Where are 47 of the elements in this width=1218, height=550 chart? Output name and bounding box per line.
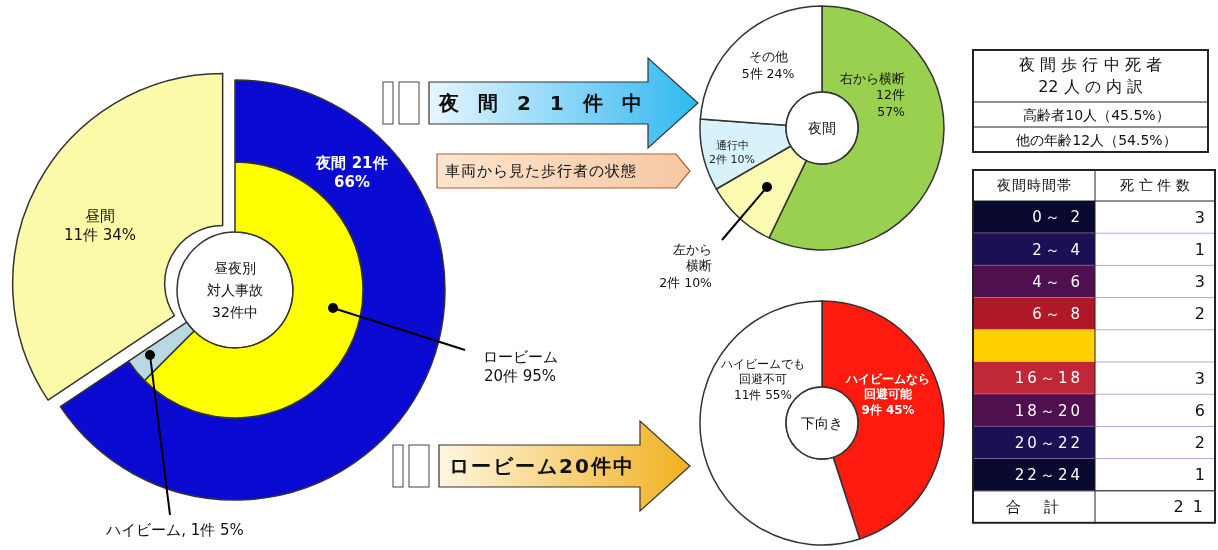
text: 死 亡 件 数: [1120, 177, 1190, 194]
category-label: 16～18: [1014, 369, 1083, 388]
text: 下向き: [801, 414, 843, 431]
data-label: 11件 34%: [63, 226, 137, 244]
text: 高齢者10人（45.5%）: [1023, 106, 1170, 123]
category-label: 6～ 8: [1032, 304, 1083, 323]
data-label: 2件 10%: [659, 274, 713, 290]
data-label: 3: [1194, 368, 1205, 388]
data-label: 2: [1194, 304, 1205, 324]
data-label: 9件 45%: [861, 402, 915, 417]
data-label: 5件 24%: [741, 65, 795, 81]
slice-label: 左から横断: [673, 242, 712, 274]
data-label: 2件 10%: [709, 153, 755, 166]
category-label: 2～ 4: [1032, 240, 1083, 259]
slice-label: ハイビームでも回避不可: [720, 356, 805, 387]
data-label: 11件 55%: [734, 387, 792, 402]
text: 合 計: [1005, 498, 1063, 517]
data-label: 2: [1194, 433, 1205, 453]
text: 車両から見た歩行者の状態: [445, 162, 637, 181]
slice-label: その他: [748, 49, 788, 65]
slice-label: ロービーム: [482, 347, 558, 366]
category-label: 22～24: [1014, 465, 1083, 484]
data-label: 1: [1194, 239, 1205, 259]
data-label: 3: [1194, 207, 1205, 227]
slice-label: ハイビーム, 1件 5%: [105, 521, 244, 540]
slice-label: 夜間 21件 66%: [315, 153, 388, 191]
text: 2 1: [1173, 497, 1205, 517]
slice-label: 右から横断: [840, 71, 905, 87]
slice-label: ハイビームなら回避可能: [845, 371, 930, 402]
data-label: 12件 57%: [876, 87, 906, 119]
text: 他の年齢12人（54.5%）: [1016, 131, 1177, 148]
data-label: 3: [1194, 272, 1205, 292]
data-label: 6: [1194, 400, 1205, 420]
category-label: 18～20: [1014, 401, 1083, 420]
text: 夜 間 2 1 件 中: [438, 91, 648, 115]
category-label: 20～22: [1014, 433, 1083, 452]
text: 夜間時間帯: [996, 177, 1072, 194]
text: 昼夜別対人事故32件中: [207, 259, 263, 320]
text: 夜 間 歩 行 中 死 者 22 人 の 内 訳: [1019, 54, 1162, 96]
category-label: 0～ 2: [1032, 208, 1083, 227]
data-label: 20件 95%: [483, 367, 557, 385]
data-label: 1: [1194, 465, 1205, 485]
text: 夜間: [808, 119, 836, 136]
text: ロービーム20件中: [449, 454, 635, 478]
slice-label: 通行中: [715, 138, 749, 152]
category-label: 4～ 6: [1032, 272, 1083, 291]
slice-label: 昼間: [85, 206, 115, 225]
